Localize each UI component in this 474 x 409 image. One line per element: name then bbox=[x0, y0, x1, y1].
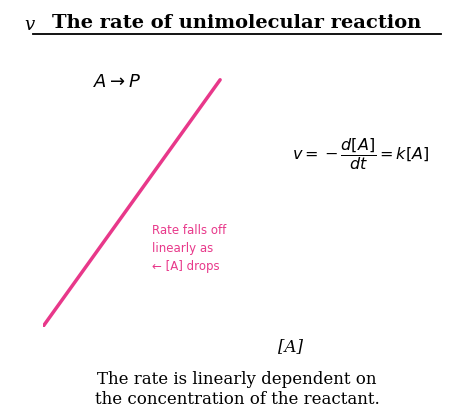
Text: $v = -\dfrac{d[A]}{dt} = k[A]$: $v = -\dfrac{d[A]}{dt} = k[A]$ bbox=[292, 135, 429, 171]
Text: $A \rightarrow P$: $A \rightarrow P$ bbox=[93, 72, 141, 90]
Text: The rate is linearly dependent on
the concentration of the reactant.: The rate is linearly dependent on the co… bbox=[95, 371, 379, 407]
Text: [A]: [A] bbox=[278, 337, 303, 354]
Text: v: v bbox=[24, 16, 34, 34]
Text: The rate of unimolecular reaction: The rate of unimolecular reaction bbox=[52, 14, 422, 32]
Text: Rate falls off
linearly as
← [A] drops: Rate falls off linearly as ← [A] drops bbox=[152, 223, 226, 272]
